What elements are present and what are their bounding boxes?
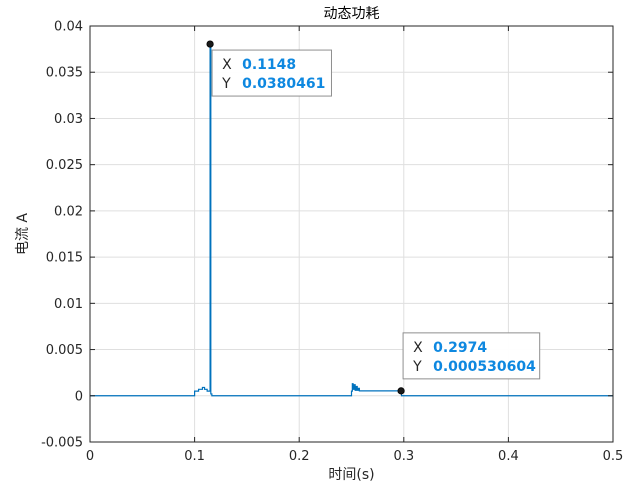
datatip-x-value: 0.2974 (433, 340, 487, 356)
series-line[interactable] (90, 43, 613, 397)
y-tick-label: 0 (75, 389, 83, 404)
line-layer[interactable] (90, 43, 613, 397)
datatip-layer[interactable]: X 0.1148 Y 0.0380461 X 0.2974 Y 0.000530604 (206, 40, 541, 395)
x-tick-label: 0 (86, 449, 94, 464)
x-tick-label: 0.4 (498, 449, 519, 464)
datatip-y-key: Y (412, 359, 422, 375)
axes-box (89, 25, 614, 443)
y-tick-label: 0.015 (46, 251, 83, 266)
x-tick-label: 0.1 (184, 449, 205, 464)
datatip-y-key: Y (221, 76, 231, 92)
tick-layer: 0 0.1 0.2 0.3 0.4 0.5-0.00500.0050.010.0150.0… (41, 20, 623, 465)
x-tick-label: 0.2 (289, 449, 310, 464)
datatip-box (402, 332, 541, 380)
datatip-x-value: 0.1148 (242, 57, 296, 73)
y-axis-label: 电流 A (15, 213, 31, 255)
x-axis-label: 时间(s) (328, 467, 374, 483)
datatip-x-key: X (222, 57, 232, 73)
y-tick-label: 0.005 (46, 343, 83, 358)
datatip-y-value: 0.000530604 (433, 359, 536, 375)
x-tick-label: 0.5 (603, 449, 624, 464)
y-tick-label: 0.025 (46, 158, 83, 173)
grid-layer (90, 26, 613, 442)
datatip-marker[interactable] (397, 387, 405, 395)
y-tick-label: 0.02 (54, 204, 83, 219)
y-tick-label: 0.04 (54, 20, 83, 35)
datatip-box (211, 49, 332, 97)
y-tick-label: -0.005 (41, 436, 83, 451)
y-tick-label: 0.03 (54, 112, 83, 127)
datatip[interactable]: X 0.1148 Y 0.0380461 (206, 40, 332, 97)
datatip-marker[interactable] (206, 40, 214, 48)
datatip[interactable]: X 0.2974 Y 0.000530604 (397, 332, 541, 395)
datatip-x-key: X (413, 340, 423, 356)
datatip-y-value: 0.0380461 (242, 76, 325, 92)
x-tick-label: 0.3 (393, 449, 414, 464)
y-tick-label: 0.035 (46, 66, 83, 81)
y-tick-label: 0.01 (54, 297, 83, 312)
chart-title: 动态功耗 (324, 6, 380, 22)
